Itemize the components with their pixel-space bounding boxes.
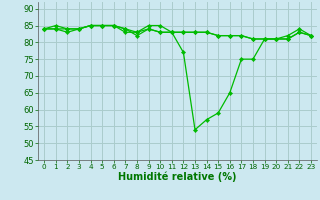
X-axis label: Humidité relative (%): Humidité relative (%) <box>118 172 237 182</box>
